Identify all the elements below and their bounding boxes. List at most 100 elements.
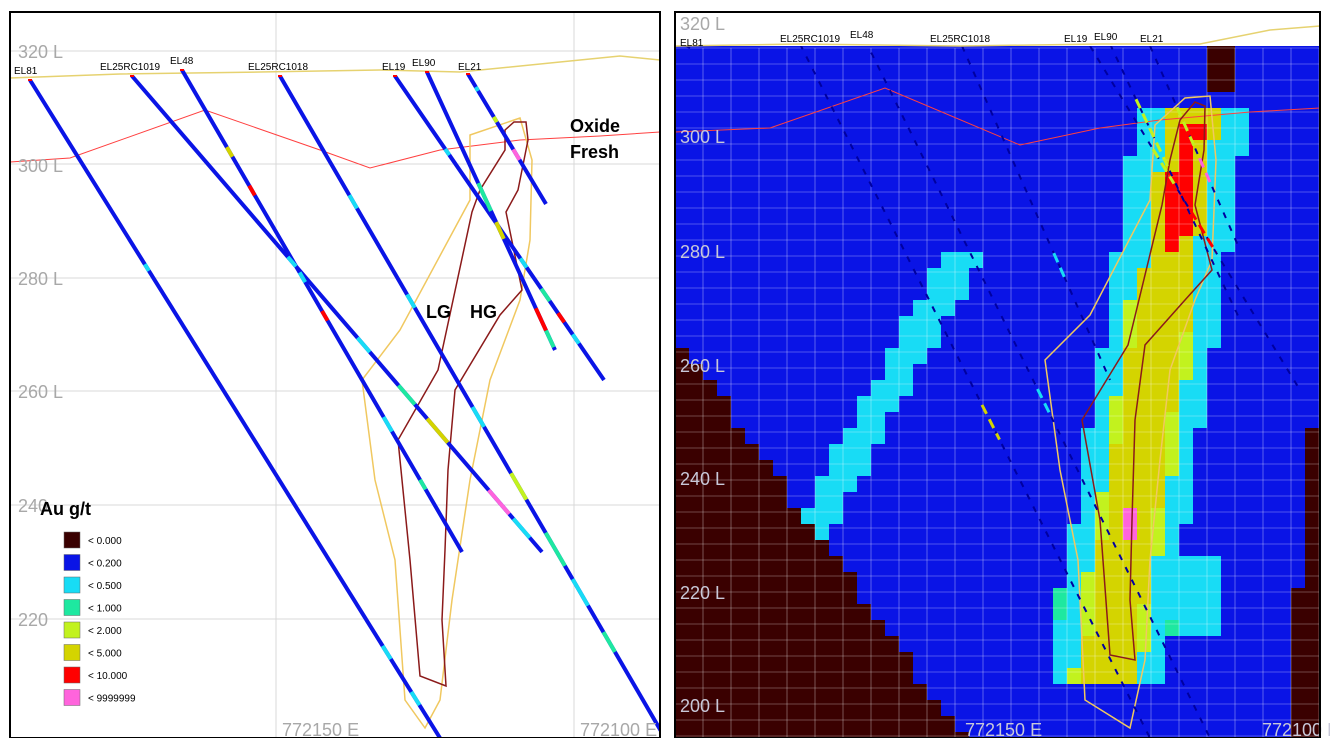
model-block [675,396,689,412]
model-block [1277,652,1291,668]
model-block [1067,620,1081,636]
model-block [1207,540,1221,556]
model-block [983,476,997,492]
model-block [1207,76,1221,92]
model-block [675,380,689,396]
model-block [1249,684,1263,700]
easting-label: 772100 E [580,720,657,738]
model-block [899,172,913,188]
model-block [1193,300,1207,316]
model-block [843,252,857,268]
model-block [857,124,871,140]
model-block [773,652,787,668]
model-block [745,204,759,220]
assay-interval [443,147,451,157]
model-block [969,572,983,588]
model-block [801,620,815,636]
model-block [801,476,815,492]
model-block [983,188,997,204]
model-block [1305,172,1319,188]
model-block [913,412,927,428]
model-block [1025,348,1039,364]
model-block [815,156,829,172]
model-block [1221,716,1235,732]
model-block [745,412,759,428]
model-block [815,620,829,636]
model-block [1137,76,1151,92]
model-block [1081,572,1095,588]
model-block [717,108,731,124]
model-block [801,204,815,220]
model-block [843,700,857,716]
model-block [857,380,871,396]
model-block [1109,332,1123,348]
model-block [997,636,1011,652]
model-block [1291,76,1305,92]
model-block [1305,652,1319,668]
model-block [717,204,731,220]
model-block [1067,156,1081,172]
model-block [1011,108,1025,124]
model-block [1221,668,1235,684]
model-block [675,492,689,508]
legend-label: < 1.000 [88,604,122,615]
model-block [843,652,857,668]
model-block [815,364,829,380]
model-block [1249,316,1263,332]
model-block [689,380,703,396]
model-block [1249,428,1263,444]
legend-label: < 0.200 [88,559,122,570]
model-block [969,156,983,172]
model-block [787,76,801,92]
model-block [773,604,787,620]
model-block [1025,444,1039,460]
model-block [1025,412,1039,428]
model-block [801,444,815,460]
model-block [1235,652,1249,668]
model-block [773,476,787,492]
model-block [717,716,731,732]
model-block [927,652,941,668]
model-block [1179,268,1193,284]
model-block [1151,716,1165,732]
model-block [857,396,871,412]
model-block [1277,588,1291,604]
model-block [871,236,885,252]
level-label: 300 L [18,156,63,176]
model-block [1179,460,1193,476]
model-block [801,588,815,604]
model-block [773,540,787,556]
model-block [997,204,1011,220]
model-block [1123,76,1137,92]
model-block [1263,348,1277,364]
model-block [689,60,703,76]
model-block [1263,172,1277,188]
model-block [997,588,1011,604]
model-block [1179,60,1193,76]
model-block [1165,44,1179,60]
model-block [899,220,913,236]
model-block [1305,588,1319,604]
model-block [1039,604,1053,620]
hole-label: EL19 [382,62,406,73]
model-block [1011,556,1025,572]
model-block [1277,620,1291,636]
model-block [1025,44,1039,60]
model-block [731,364,745,380]
model-block [1109,284,1123,300]
model-block [829,172,843,188]
drillhole-trace [961,45,1111,381]
model-block [1235,492,1249,508]
model-block [1179,636,1193,652]
model-block [1235,524,1249,540]
model-block [1277,316,1291,332]
model-block [829,652,843,668]
model-block [983,684,997,700]
model-block [1165,700,1179,716]
model-block [927,492,941,508]
model-block [689,188,703,204]
model-block [1235,236,1249,252]
model-block [997,380,1011,396]
model-block [759,332,773,348]
